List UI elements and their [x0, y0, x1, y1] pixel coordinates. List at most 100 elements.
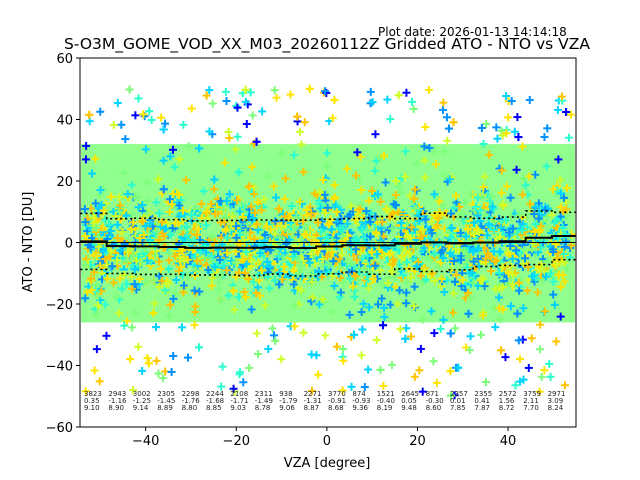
- data-point: [161, 286, 170, 295]
- data-point: [250, 242, 259, 251]
- bin-count: 2298: [182, 390, 200, 398]
- data-point: [157, 218, 166, 227]
- data-point: [523, 210, 532, 219]
- data-point: [473, 211, 482, 220]
- data-point: [489, 247, 498, 256]
- data-point: [402, 88, 411, 97]
- data-point: [152, 323, 161, 332]
- data-point: [168, 224, 177, 233]
- data-point: [290, 222, 299, 231]
- data-point: [410, 372, 419, 381]
- data-point: [436, 324, 445, 333]
- data-point: [327, 225, 336, 234]
- data-point: [235, 207, 244, 216]
- data-point: [152, 246, 161, 255]
- data-point: [247, 305, 256, 314]
- data-point: [230, 305, 239, 314]
- bin-count: 2355: [474, 390, 492, 398]
- data-point: [526, 200, 535, 209]
- data-point: [109, 278, 118, 287]
- data-point: [271, 276, 280, 285]
- data-point: [300, 230, 309, 239]
- data-point: [332, 342, 341, 351]
- data-point: [483, 231, 492, 240]
- data-point: [432, 160, 441, 169]
- data-point: [194, 343, 203, 352]
- data-point: [513, 309, 522, 318]
- bin-count: 938: [279, 390, 292, 398]
- data-point: [241, 293, 250, 302]
- data-point: [151, 251, 160, 260]
- data-point: [220, 217, 229, 226]
- data-point: [498, 262, 507, 271]
- data-point: [94, 204, 103, 213]
- bin-mean: -1.79: [279, 397, 297, 405]
- data-point: [215, 255, 224, 264]
- data-point: [507, 96, 516, 105]
- data-point: [519, 259, 528, 268]
- data-point: [335, 263, 344, 272]
- data-point: [141, 222, 150, 231]
- data-point: [242, 260, 251, 269]
- data-point: [485, 197, 494, 206]
- data-point: [501, 353, 510, 362]
- data-point: [323, 149, 332, 158]
- data-point: [449, 118, 458, 127]
- data-point: [368, 275, 377, 284]
- data-point: [202, 221, 211, 230]
- data-point: [556, 283, 565, 292]
- data-point: [297, 266, 306, 275]
- data-point: [232, 233, 241, 242]
- data-point: [96, 107, 105, 116]
- data-point: [364, 284, 373, 293]
- data-point: [159, 156, 168, 165]
- data-point: [363, 252, 372, 261]
- data-point: [150, 276, 159, 285]
- bin-annotation: 2271-1.318.87: [304, 390, 322, 412]
- data-point: [145, 107, 154, 116]
- data-point: [113, 234, 122, 243]
- data-point: [238, 255, 247, 264]
- data-point: [318, 255, 327, 264]
- data-point: [117, 120, 126, 129]
- data-point: [184, 272, 193, 281]
- data-point: [477, 330, 486, 339]
- data-point: [347, 382, 356, 391]
- data-point: [505, 228, 514, 237]
- data-point: [289, 280, 298, 289]
- data-point: [540, 133, 549, 142]
- bin-mean: -0.30: [426, 397, 444, 405]
- data-point: [240, 288, 249, 297]
- data-point: [99, 206, 108, 215]
- data-point: [295, 197, 304, 206]
- data-point: [546, 372, 555, 381]
- data-point: [152, 198, 161, 207]
- data-point: [497, 166, 506, 175]
- data-point: [452, 270, 461, 279]
- data-point: [183, 353, 192, 362]
- data-point: [115, 309, 124, 318]
- data-point: [536, 320, 545, 329]
- data-point: [118, 227, 127, 236]
- mean-plus-std-line: [80, 210, 576, 222]
- data-point: [203, 207, 212, 216]
- data-point: [321, 331, 330, 340]
- data-point: [314, 218, 323, 227]
- data-point: [96, 186, 105, 195]
- data-point: [494, 293, 503, 302]
- data-point: [512, 246, 521, 255]
- data-point: [199, 187, 208, 196]
- data-point: [258, 107, 267, 116]
- bin-annotation: 871-0.308.60: [426, 390, 444, 412]
- data-point: [552, 249, 561, 258]
- x-tick-label: −40: [132, 434, 159, 449]
- data-point: [460, 246, 469, 255]
- data-point: [439, 254, 448, 263]
- data-point: [562, 237, 571, 246]
- data-point: [183, 231, 192, 240]
- data-point: [482, 119, 491, 128]
- data-point: [158, 229, 167, 238]
- data-point: [169, 189, 178, 198]
- data-point: [372, 335, 381, 344]
